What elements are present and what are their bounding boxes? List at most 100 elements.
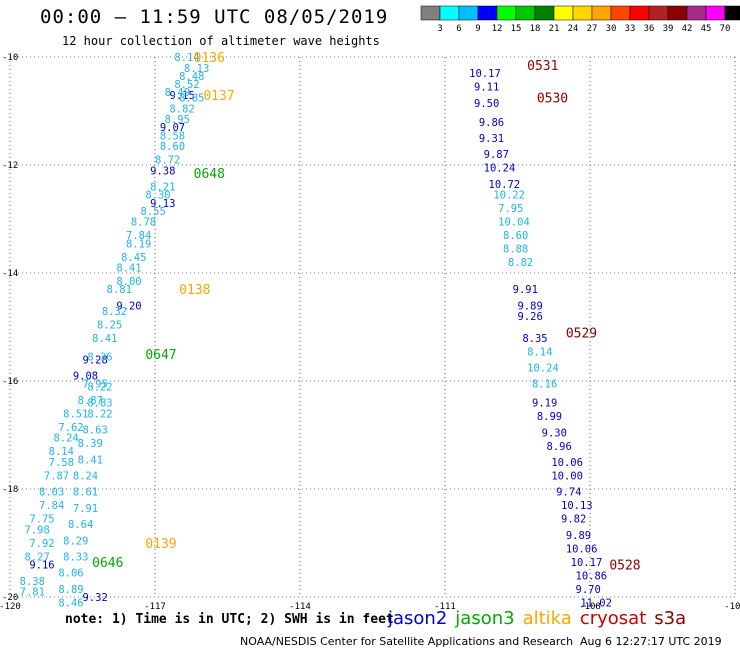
- legend: jason2 jason3 altika cryosat s3a: [388, 608, 694, 629]
- wave-height-value: 8.46: [58, 597, 83, 609]
- wave-height-value: 9.13: [150, 198, 175, 210]
- wave-height-value: 9.38: [150, 165, 175, 177]
- wave-height-value: 7.95: [498, 203, 523, 215]
- colorbar-label: 15: [511, 24, 522, 34]
- wave-height-value: 9.89: [518, 300, 543, 312]
- wave-height-value: 8.32: [102, 306, 127, 318]
- wave-height-value: 10.24: [484, 163, 516, 175]
- colorbar-label: 9: [475, 24, 480, 34]
- lat-tick-label: -14: [2, 269, 18, 279]
- wave-height-value: 9.50: [474, 98, 499, 110]
- pass-time-label: 0529: [566, 326, 597, 341]
- colorbar-label: 24: [568, 24, 579, 34]
- wave-height-value: 8.24: [73, 471, 98, 483]
- wave-height-value: 9.16: [29, 560, 54, 572]
- colorbar-label: 12: [492, 24, 503, 34]
- wave-height-value: 7.81: [20, 587, 45, 599]
- wave-height-value: 9.28: [83, 354, 108, 366]
- wave-height-value: 8.03: [39, 487, 64, 499]
- wave-height-value: 8.55: [141, 206, 166, 218]
- wave-height-value: 8.58: [160, 130, 185, 142]
- colorbar-swatch: [724, 5, 740, 21]
- pass-time-label: 0138: [179, 283, 210, 298]
- wave-height-value: 7.75: [29, 514, 54, 526]
- wave-height-value: 9.07: [160, 122, 185, 134]
- wave-height-value: 8.61: [73, 487, 98, 499]
- wave-height-value: 9.86: [479, 117, 504, 129]
- wave-height-value: 7.92: [29, 538, 54, 550]
- wave-height-value: 8.25: [97, 319, 122, 331]
- colorbar-label: 45: [701, 24, 712, 34]
- wave-height-value: 8.27: [25, 552, 50, 564]
- wave-height-value: 8.41: [92, 333, 117, 345]
- wave-height-value: 8.96: [547, 441, 572, 453]
- lon-tick-label: -114: [289, 602, 311, 612]
- wave-height-value: 8.83: [87, 398, 112, 410]
- wave-height-value: 9.74: [556, 487, 581, 499]
- wave-height-value: 8.48: [179, 71, 204, 83]
- wave-height-value: 8.38: [20, 576, 45, 588]
- wave-height-value: 8.36: [87, 352, 112, 364]
- wave-height-value: 9.32: [83, 592, 108, 604]
- pass-time-label: 0136: [194, 51, 225, 66]
- wave-height-value: 8.63: [83, 425, 108, 437]
- pass-time-label: 0646: [92, 556, 123, 571]
- lon-tick-label: -111: [434, 602, 456, 612]
- lon-tick-label: -105: [724, 602, 740, 612]
- wave-height-value: 8.06: [58, 568, 83, 580]
- wave-height-value: 9.08: [73, 371, 98, 383]
- wave-height-value: 10.04: [498, 217, 530, 229]
- wave-height-value: 7.95: [83, 379, 108, 391]
- wave-height-value: 9.70: [576, 584, 601, 596]
- wave-height-value: 9.89: [566, 530, 591, 542]
- lon-tick-label: -117: [144, 602, 166, 612]
- lat-tick-label: -10: [2, 53, 18, 63]
- pass-time-label: 0137: [203, 89, 234, 104]
- wave-height-value: 9.82: [561, 514, 586, 526]
- wave-height-value: 7.98: [25, 525, 50, 537]
- wave-height-value: 9.11: [474, 82, 499, 94]
- wave-height-value: 8.14: [527, 346, 552, 358]
- map-subtitle: 12 hour collection of altimeter wave hei…: [62, 34, 380, 48]
- colorbar-label: 18: [530, 24, 541, 34]
- wave-height-value: 8.95: [165, 114, 190, 126]
- wave-height-value: 8.72: [155, 155, 180, 167]
- wave-height-value: 10.00: [551, 471, 583, 483]
- wave-height-value: 7.91: [73, 503, 98, 515]
- pass-time-label: 0530: [537, 92, 568, 107]
- wave-height-value: 10.86: [576, 570, 608, 582]
- wave-height-value: 10.13: [561, 500, 593, 512]
- colorbar-label: 36: [644, 24, 655, 34]
- wave-height-value: 9.19: [532, 398, 557, 410]
- pass-time-label: 0528: [609, 559, 640, 574]
- wave-height-value: 8.60: [503, 230, 528, 242]
- wave-height-value: 8.89: [58, 584, 83, 596]
- note-text: note: 1) Time is in UTC; 2) SWH is in fe…: [65, 612, 394, 627]
- wave-height-value: 8.00: [116, 276, 141, 288]
- wave-height-value: 8.88: [503, 244, 528, 256]
- wave-height-value: 10.22: [493, 190, 525, 202]
- wave-height-value: 10.17: [571, 557, 603, 569]
- pass-time-label: 0648: [194, 167, 225, 182]
- wave-height-value: 8.39: [78, 438, 103, 450]
- wave-height-value: 8.33: [63, 552, 88, 564]
- wave-height-value: 8.49: [165, 87, 190, 99]
- wave-height-value: 9.91: [513, 284, 538, 296]
- wave-height-value: 8.87: [78, 395, 103, 407]
- lat-tick-label: -16: [2, 377, 18, 387]
- lat-tick-label: -18: [2, 485, 18, 495]
- wave-height-value: 8.45: [121, 252, 146, 264]
- footer-credit: NOAA/NESDIS Center for Satellite Applica…: [240, 635, 574, 648]
- colorbar-label: 42: [682, 24, 693, 34]
- colorbar-label: 21: [549, 24, 560, 34]
- wave-height-value: 8.81: [107, 284, 132, 296]
- wave-height-value: 10.06: [551, 457, 583, 469]
- lon-tick-label: -120: [0, 602, 21, 612]
- wave-height-value: 7.84: [126, 230, 151, 242]
- wave-height-value: 8.22: [87, 408, 112, 420]
- map-title: 00:00 – 11:59 UTC 08/05/2019: [40, 6, 389, 28]
- legend-item-s3a: s3a: [654, 608, 687, 629]
- colorbar-label: 70: [720, 24, 731, 34]
- pass-time-label: 0139: [145, 537, 176, 552]
- wave-height-value: 8.13: [184, 63, 209, 75]
